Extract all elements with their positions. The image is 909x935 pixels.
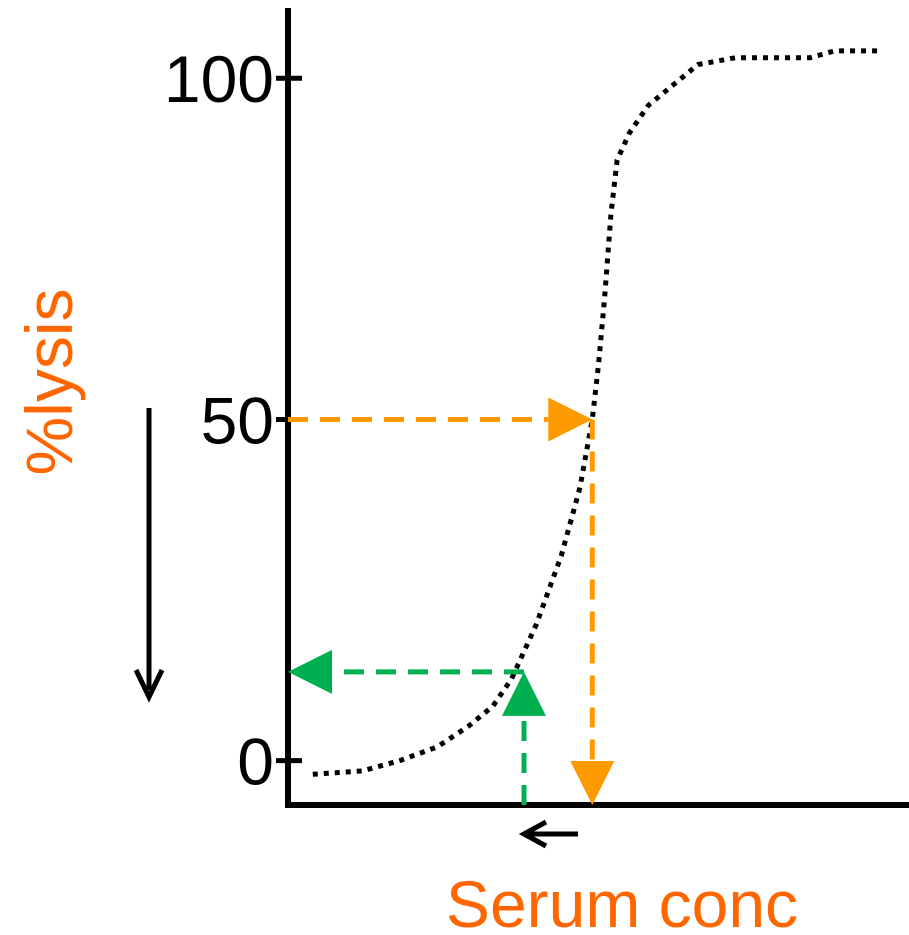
guide-arrowhead xyxy=(570,761,615,805)
down-arrow-icon xyxy=(133,408,165,703)
y-axis-title: %lysis xyxy=(12,288,86,475)
y-tick-label: 0 xyxy=(237,725,274,799)
guide-arrowhead xyxy=(501,671,546,716)
lysis-curve-line xyxy=(312,48,878,777)
guide-arrowhead xyxy=(288,649,332,694)
guide-arrowhead xyxy=(548,397,593,442)
y-tick-label: 100 xyxy=(164,42,274,116)
left-arrow-icon xyxy=(518,819,578,849)
y-tick-label: 50 xyxy=(201,383,274,457)
x-axis-title: Serum conc xyxy=(446,867,798,935)
